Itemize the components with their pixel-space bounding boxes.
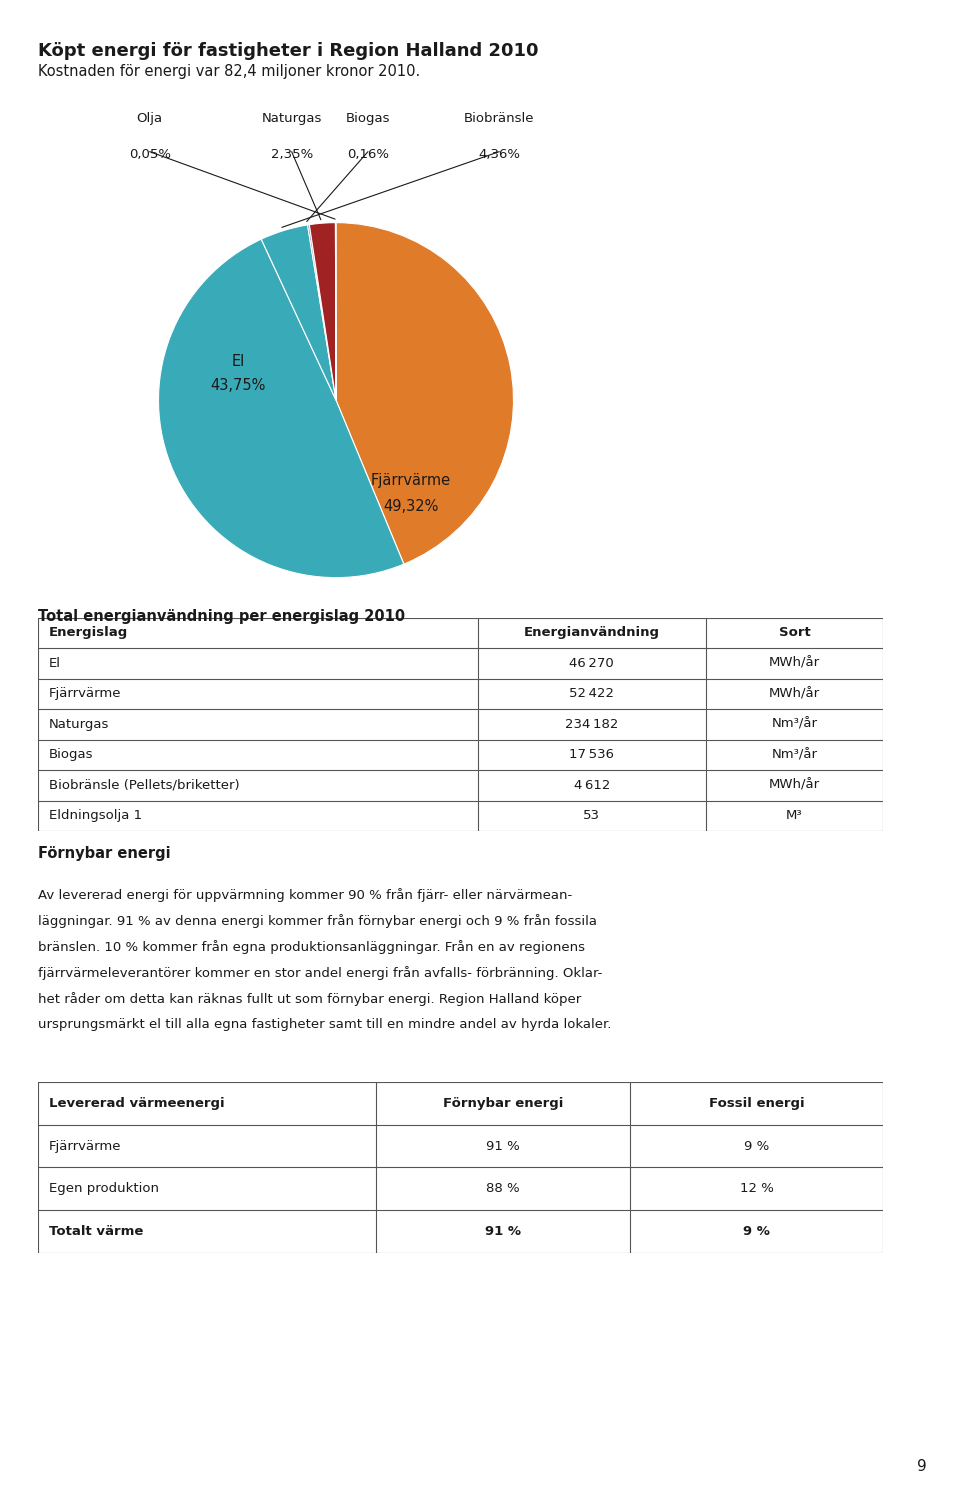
Text: Köpt energi för fastigheter i Region Halland 2010: Köpt energi för fastigheter i Region Hal… bbox=[38, 42, 539, 60]
Text: Kostnaden för energi var 82,4 miljoner kronor 2010.: Kostnaden för energi var 82,4 miljoner k… bbox=[38, 64, 420, 79]
Text: 9 %: 9 % bbox=[743, 1225, 770, 1238]
Text: 9: 9 bbox=[917, 1459, 926, 1474]
Text: Naturgas: Naturgas bbox=[261, 112, 322, 125]
Text: Fjärrvärme: Fjärrvärme bbox=[49, 688, 121, 700]
Text: 0,05%: 0,05% bbox=[129, 148, 171, 161]
Text: Totalt värme: Totalt värme bbox=[49, 1225, 143, 1238]
Wedge shape bbox=[261, 225, 336, 400]
Text: El: El bbox=[231, 354, 245, 369]
Text: Nm³/år: Nm³/år bbox=[772, 749, 818, 761]
Text: Biogas: Biogas bbox=[49, 749, 93, 761]
Text: 2,35%: 2,35% bbox=[271, 148, 313, 161]
Text: Biogas: Biogas bbox=[346, 112, 390, 125]
Wedge shape bbox=[307, 225, 336, 400]
Text: Sort: Sort bbox=[779, 627, 810, 640]
Text: bränslen. 10 % kommer från egna produktionsanläggningar. Från en av regionens: bränslen. 10 % kommer från egna produkti… bbox=[38, 940, 586, 953]
Text: ursprungsmärkt el till alla egna fastigheter samt till en mindre andel av hyrda : ursprungsmärkt el till alla egna fastigh… bbox=[38, 1019, 612, 1031]
Text: Av levererad energi för uppvärmning kommer 90 % från fjärr- eller närvärmean-: Av levererad energi för uppvärmning komm… bbox=[38, 888, 573, 901]
Text: Levererad värmeenergi: Levererad värmeenergi bbox=[49, 1097, 225, 1110]
Text: Biobränsle: Biobränsle bbox=[464, 112, 535, 125]
Text: het råder om detta kan räknas fullt ut som förnybar energi. Region Halland köper: het råder om detta kan räknas fullt ut s… bbox=[38, 992, 582, 1006]
Text: 53: 53 bbox=[584, 809, 600, 822]
Text: fjärrvärmeleverantörer kommer en stor andel energi från avfalls- förbränning. Ok: fjärrvärmeleverantörer kommer en stor an… bbox=[38, 967, 603, 980]
Text: Nm³/år: Nm³/år bbox=[772, 718, 818, 731]
Text: Naturgas: Naturgas bbox=[49, 718, 108, 731]
Text: MWh/år: MWh/år bbox=[769, 688, 820, 700]
Wedge shape bbox=[336, 222, 514, 564]
Text: Fjärrvärme: Fjärrvärme bbox=[49, 1140, 121, 1152]
Text: El: El bbox=[49, 656, 60, 670]
Text: 4 612: 4 612 bbox=[573, 779, 610, 792]
Text: Olja: Olja bbox=[136, 112, 162, 125]
Text: Förnybar energi: Förnybar energi bbox=[38, 846, 171, 861]
Text: 234 182: 234 182 bbox=[565, 718, 618, 731]
Text: MWh/år: MWh/år bbox=[769, 779, 820, 792]
Text: 91 %: 91 % bbox=[486, 1140, 520, 1152]
Wedge shape bbox=[158, 239, 404, 577]
Text: Fossil energi: Fossil energi bbox=[708, 1097, 804, 1110]
Text: Biobränsle (Pellets/briketter): Biobränsle (Pellets/briketter) bbox=[49, 779, 239, 792]
Text: 17 536: 17 536 bbox=[569, 749, 614, 761]
Text: 88 %: 88 % bbox=[486, 1183, 520, 1195]
Text: 43,75%: 43,75% bbox=[210, 379, 266, 394]
Text: Total energianvändning per energislag 2010: Total energianvändning per energislag 20… bbox=[38, 609, 405, 624]
Text: 4,36%: 4,36% bbox=[478, 148, 520, 161]
Text: Förnybar energi: Förnybar energi bbox=[443, 1097, 564, 1110]
Text: 91 %: 91 % bbox=[485, 1225, 521, 1238]
Text: 12 %: 12 % bbox=[739, 1183, 774, 1195]
Text: 49,32%: 49,32% bbox=[383, 500, 438, 515]
Wedge shape bbox=[309, 222, 336, 400]
Text: 52 422: 52 422 bbox=[569, 688, 614, 700]
Text: Energianvändning: Energianvändning bbox=[524, 627, 660, 640]
Text: läggningar. 91 % av denna energi kommer från förnybar energi och 9 % från fossil: läggningar. 91 % av denna energi kommer … bbox=[38, 913, 597, 928]
Text: Egen produktion: Egen produktion bbox=[49, 1183, 158, 1195]
Text: Energislag: Energislag bbox=[49, 627, 128, 640]
Text: Eldningsolja 1: Eldningsolja 1 bbox=[49, 809, 142, 822]
Text: MWh/år: MWh/år bbox=[769, 656, 820, 670]
Text: 0,16%: 0,16% bbox=[347, 148, 389, 161]
Text: Fjärrvärme: Fjärrvärme bbox=[371, 473, 450, 488]
Text: M³: M³ bbox=[786, 809, 803, 822]
Text: 9 %: 9 % bbox=[744, 1140, 769, 1152]
Text: 46 270: 46 270 bbox=[569, 656, 614, 670]
